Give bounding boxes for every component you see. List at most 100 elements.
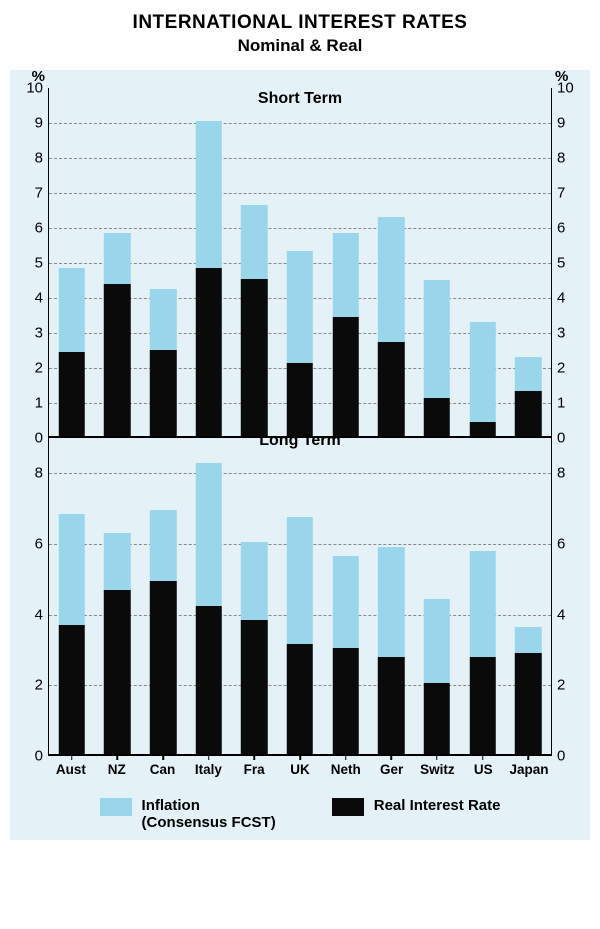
- bar-segment-real: [332, 648, 358, 754]
- bar-segment-inflation: [515, 357, 541, 390]
- bar-segment-real: [150, 350, 176, 436]
- x-label: UK: [277, 762, 323, 777]
- bar-segment-real: [287, 363, 313, 437]
- tick-label: 6: [557, 220, 565, 237]
- x-tick: [391, 754, 393, 760]
- bar-slot: [95, 438, 141, 754]
- tick-label: 0: [557, 748, 565, 765]
- bar-segment-real: [59, 352, 85, 436]
- panel-short: %012345678910Short Term%012345678910: [18, 88, 582, 438]
- bar-stack: [469, 322, 495, 436]
- bar-segment-inflation: [196, 463, 222, 606]
- tick-label: 2: [557, 677, 565, 694]
- panel-long: 02468Long Term02468: [18, 438, 582, 756]
- bar-segment-real: [196, 268, 222, 436]
- bar-segment-inflation: [515, 627, 541, 654]
- bar-stack: [332, 556, 358, 754]
- chart-title: INTERNATIONAL INTEREST RATES: [10, 12, 590, 34]
- tick-label: 3: [35, 325, 43, 342]
- bar-slot: [186, 88, 232, 436]
- bar-slot: [460, 88, 506, 436]
- bar-stack: [196, 121, 222, 436]
- bars: [49, 438, 551, 754]
- x-tick: [117, 754, 119, 760]
- x-label: Aust: [48, 762, 94, 777]
- bar-slot: [49, 88, 95, 436]
- x-tick: [162, 754, 164, 760]
- bar-slot: [323, 438, 369, 754]
- legend-item-inflation: Inflation (Consensus FCST): [100, 797, 276, 832]
- chart-subtitle: Nominal & Real: [10, 36, 590, 56]
- bar-segment-real: [378, 342, 404, 437]
- bar-segment-inflation: [59, 268, 85, 352]
- bar-segment-inflation: [59, 514, 85, 625]
- tick-label: 8: [557, 465, 565, 482]
- bar-slot: [368, 88, 414, 436]
- bar-stack: [196, 463, 222, 754]
- bar-slot: [140, 88, 186, 436]
- bar-segment-real: [104, 590, 130, 754]
- bar-slot: [232, 88, 278, 436]
- bar-stack: [424, 280, 450, 436]
- bar-slot: [460, 438, 506, 754]
- bar-slot: [414, 438, 460, 754]
- bar-segment-real: [241, 279, 267, 437]
- bar-segment-real: [196, 606, 222, 754]
- tick-label: 4: [557, 290, 565, 307]
- bar-slot: [323, 88, 369, 436]
- tick-label: 1: [35, 395, 43, 412]
- bar-segment-inflation: [150, 289, 176, 350]
- bar-segment-inflation: [332, 233, 358, 317]
- bar-slot: [414, 88, 460, 436]
- tick-label: 2: [557, 360, 565, 377]
- bar-segment-real: [469, 657, 495, 754]
- tick-label: 8: [35, 150, 43, 167]
- panel-title: Long Term: [259, 432, 340, 450]
- bar-stack: [469, 551, 495, 754]
- tick-label: 5: [557, 255, 565, 272]
- y-axis-left: %012345678910: [18, 88, 48, 438]
- bar-slot: [49, 438, 95, 754]
- bar-segment-real: [515, 391, 541, 437]
- tick-label: 6: [35, 536, 43, 553]
- panel-title: Short Term: [258, 90, 342, 108]
- chart-container: INTERNATIONAL INTEREST RATES Nominal & R…: [0, 0, 600, 858]
- legend-swatch-real: [332, 798, 364, 816]
- plot-area: Long Term: [48, 438, 552, 756]
- bar-segment-real: [150, 581, 176, 754]
- bar-segment-inflation: [104, 533, 130, 590]
- panels-host: %012345678910Short Term%0123456789100246…: [18, 88, 582, 756]
- x-label: Ger: [369, 762, 415, 777]
- legend: Inflation (Consensus FCST) Real Interest…: [18, 797, 582, 832]
- tick-label: 4: [35, 290, 43, 307]
- x-tick: [436, 754, 438, 760]
- bar-segment-inflation: [241, 542, 267, 620]
- bar-stack: [241, 205, 267, 436]
- bar-segment-inflation: [241, 205, 267, 279]
- x-tick: [527, 754, 529, 760]
- tick-label: 8: [557, 150, 565, 167]
- tick-label: 0: [35, 748, 43, 765]
- tick-label: 4: [35, 606, 43, 623]
- tick-label: 5: [35, 255, 43, 272]
- tick-label: 10: [26, 80, 43, 97]
- y-axis-left: 02468: [18, 438, 48, 756]
- bar-slot: [232, 438, 278, 754]
- bar-stack: [515, 357, 541, 436]
- tick-label: 6: [557, 536, 565, 553]
- bar-stack: [378, 547, 404, 754]
- x-label: Fra: [231, 762, 277, 777]
- legend-swatch-inflation: [100, 798, 132, 816]
- legend-label-real: Real Interest Rate: [374, 797, 501, 814]
- bar-slot: [277, 88, 323, 436]
- bar-stack: [59, 514, 85, 754]
- bar-segment-real: [332, 317, 358, 436]
- tick-label: 2: [35, 677, 43, 694]
- bar-segment-real: [424, 683, 450, 754]
- x-label: Japan: [506, 762, 552, 777]
- bar-stack: [104, 533, 130, 754]
- bar-stack: [287, 251, 313, 437]
- legend-label-inflation: Inflation (Consensus FCST): [142, 797, 276, 832]
- bar-stack: [287, 517, 313, 754]
- tick-label: 6: [35, 220, 43, 237]
